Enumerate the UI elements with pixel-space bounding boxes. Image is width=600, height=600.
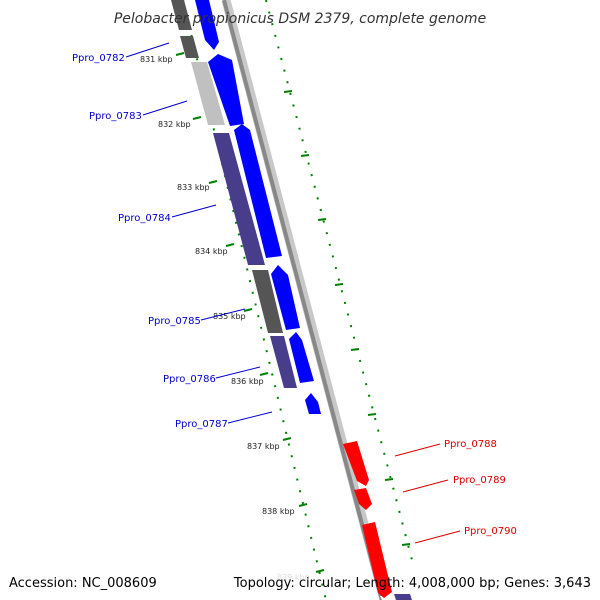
tick-label-835: 835 kbp <box>213 312 246 321</box>
shade-bar-0784 <box>213 133 265 265</box>
forward-label-leaders <box>125 42 273 424</box>
shade-bar-bottom-gap <box>380 596 395 600</box>
map-title: Pelobacter propionicus DSM 2379, complet… <box>114 11 486 27</box>
tick-label-831: 831 kbp <box>140 55 173 64</box>
shade-bar-0782 <box>180 36 199 58</box>
gene-label-0785[interactable]: Ppro_0785 <box>148 316 201 327</box>
outer-major-ticks <box>283 90 411 546</box>
gene-label-0788[interactable]: Ppro_0788 <box>444 439 497 450</box>
inner-major-ticks <box>175 52 325 573</box>
gene-arrow-0789[interactable] <box>354 488 372 510</box>
gene-label-0786[interactable]: Ppro_0786 <box>163 374 216 385</box>
gene-label-0789[interactable]: Ppro_0789 <box>453 475 506 486</box>
tick-label-838: 838 kbp <box>262 507 295 516</box>
gene-arrow-top-partial[interactable] <box>195 0 219 50</box>
tick-label-833: 833 kbp <box>177 183 210 192</box>
tick-label-837: 837 kbp <box>247 442 280 451</box>
gene-label-0783[interactable]: Ppro_0783 <box>89 111 142 122</box>
gene-arrow-0786[interactable] <box>289 332 314 383</box>
topology-text: Topology: circular; Length: 4,008,000 bp… <box>233 576 591 591</box>
tick-label-832: 832 kbp <box>158 120 191 129</box>
gene-arrow-0783[interactable] <box>208 54 244 126</box>
shade-bar-top-partial <box>171 0 192 30</box>
gene-label-0787[interactable]: Ppro_0787 <box>175 419 228 430</box>
backbone-line <box>222 0 384 600</box>
tick-label-839: 839 kbp <box>277 573 310 582</box>
gene-arrow-0787[interactable] <box>305 393 321 414</box>
gene-arrow-0784[interactable] <box>234 124 282 258</box>
gene-arrow-0790[interactable] <box>362 522 392 598</box>
shade-bar-0786 <box>270 336 297 388</box>
gene-arrow-0788[interactable] <box>343 441 369 486</box>
outer-tick-track <box>265 0 413 561</box>
shade-bar-bottom-partial <box>394 594 412 600</box>
accession-text: Accession: NC_008609 <box>9 576 157 591</box>
gene-label-0782[interactable]: Ppro_0782 <box>72 53 125 64</box>
tick-label-834: 834 kbp <box>195 247 228 256</box>
reverse-label-leaders <box>394 443 461 544</box>
shade-bar-0785 <box>252 270 283 333</box>
shade-bar-0783 <box>191 62 225 125</box>
gene-label-0790[interactable]: Ppro_0790 <box>464 526 517 537</box>
gene-arrow-0785[interactable] <box>271 265 300 330</box>
gene-label-0784[interactable]: Ppro_0784 <box>118 213 171 224</box>
tick-label-836: 836 kbp <box>231 377 264 386</box>
